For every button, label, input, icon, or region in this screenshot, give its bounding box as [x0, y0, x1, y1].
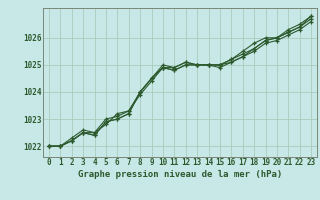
X-axis label: Graphe pression niveau de la mer (hPa): Graphe pression niveau de la mer (hPa): [78, 170, 282, 179]
